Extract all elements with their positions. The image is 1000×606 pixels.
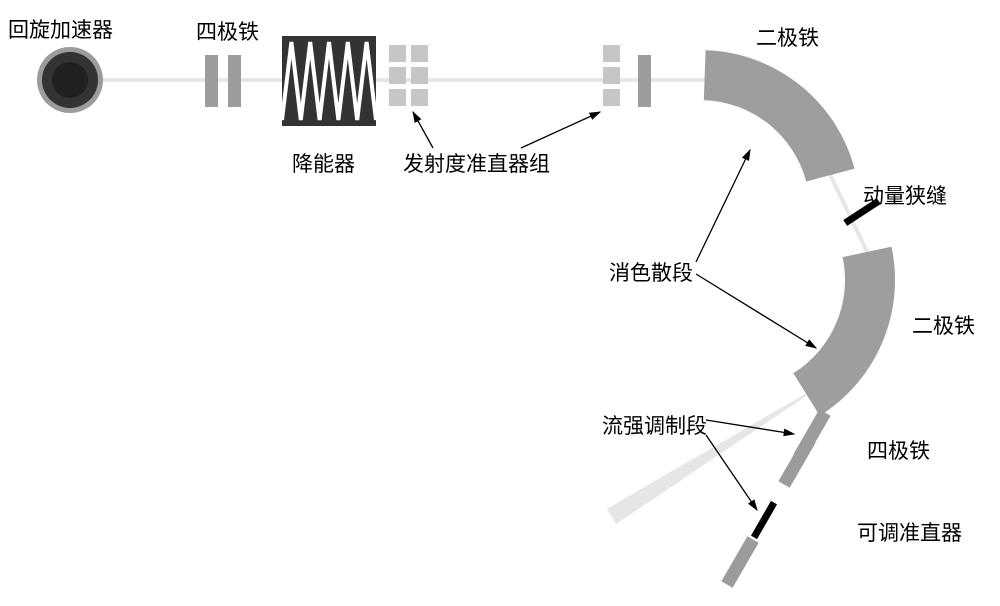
- collimator-b-1: [603, 67, 620, 84]
- annotation-arrow-3: [696, 274, 816, 348]
- collimator-a-3: [411, 45, 428, 62]
- beamline: [70, 80, 867, 524]
- label-quadrupole-top: 四极铁: [196, 16, 259, 46]
- collimator-a-0: [389, 45, 406, 62]
- label-dipole-mid: 二极铁: [912, 310, 975, 340]
- quadrupole-bot-3: [721, 536, 758, 588]
- label-dipole-top: 二极铁: [756, 22, 819, 52]
- cyclotron-icon: [37, 47, 103, 113]
- degrader-icon: [282, 36, 376, 126]
- collimator-a-1: [389, 67, 406, 84]
- annotation-arrow-2: [696, 150, 750, 262]
- label-degrader: 降能器: [292, 148, 355, 178]
- label-intensity-mod: 流强调制段: [602, 410, 707, 440]
- label-achromat: 消色散段: [609, 257, 693, 287]
- collimator-a-5: [411, 89, 428, 106]
- label-adj-collimator: 可调准直器: [857, 517, 962, 547]
- annotation-arrow-1: [521, 112, 600, 148]
- label-quadrupole-bot: 四极铁: [867, 435, 930, 465]
- quadrupole-top-0: [205, 55, 218, 107]
- label-emittance: 发射度准直器组: [403, 148, 550, 178]
- label-momentum-slit: 动量狭缝: [863, 180, 947, 210]
- annotation-arrow-0: [413, 112, 433, 148]
- dipole-arc-2: [793, 247, 895, 416]
- collimator-a-2: [389, 89, 406, 106]
- quadrupole-top-1: [228, 55, 241, 107]
- quadrupole-bot-2: [778, 436, 815, 488]
- collimator-b-0: [603, 45, 620, 62]
- collimator-a-4: [411, 67, 428, 84]
- dipole-arc-1: [704, 50, 855, 181]
- quadrupole-before-arc: [638, 55, 651, 107]
- collimator-b-2: [603, 89, 620, 106]
- label-cyclotron: 回旋加速器: [8, 14, 113, 44]
